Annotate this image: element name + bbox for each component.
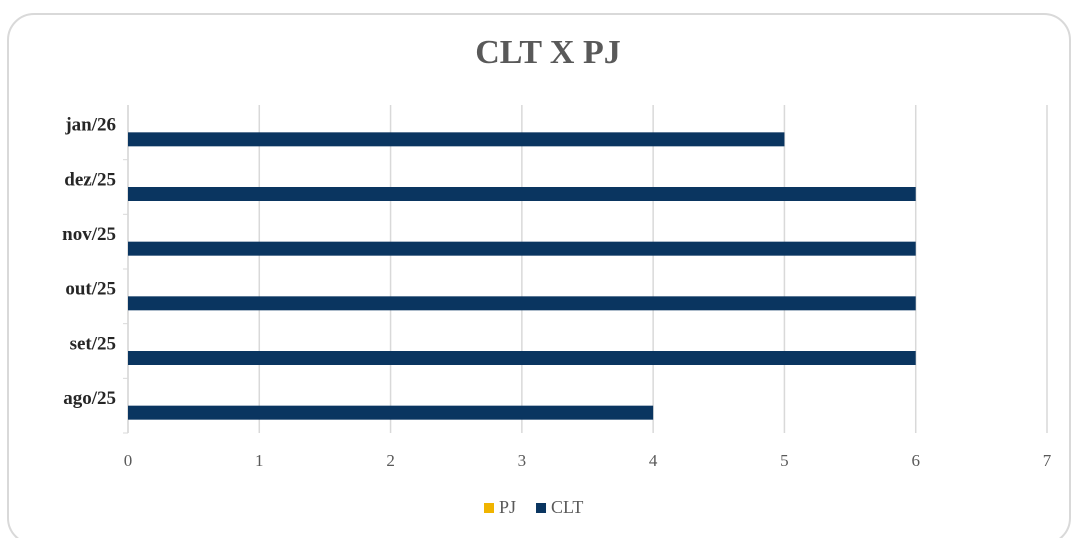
bar	[128, 351, 916, 365]
x-tick-label: 2	[386, 451, 395, 470]
y-tick-label: ago/25	[63, 388, 116, 409]
x-tick-label: 7	[1043, 451, 1052, 470]
chart-title: CLT X PJ	[475, 34, 621, 71]
legend-swatch	[536, 503, 547, 513]
legend-label: CLT	[551, 497, 583, 517]
x-tick-label: 4	[649, 451, 658, 470]
y-tick-label: nov/25	[62, 224, 116, 245]
y-tick-label: out/25	[65, 279, 116, 300]
y-tick-label: dez/25	[64, 169, 116, 190]
x-tick-label: 0	[124, 451, 133, 470]
bar	[128, 187, 916, 201]
x-tick-label: 1	[255, 451, 264, 470]
x-tick-label: 6	[911, 451, 920, 470]
bar	[128, 241, 916, 256]
y-tick-label: jan/26	[64, 115, 116, 136]
legend-label: PJ	[499, 497, 516, 517]
bar	[128, 296, 916, 311]
bar	[128, 405, 654, 420]
x-tick-label: 5	[780, 451, 789, 470]
x-tick-label: 3	[518, 451, 527, 470]
bar	[128, 132, 785, 147]
legend-swatch	[484, 503, 494, 513]
y-tick-label: set/25	[70, 333, 116, 354]
